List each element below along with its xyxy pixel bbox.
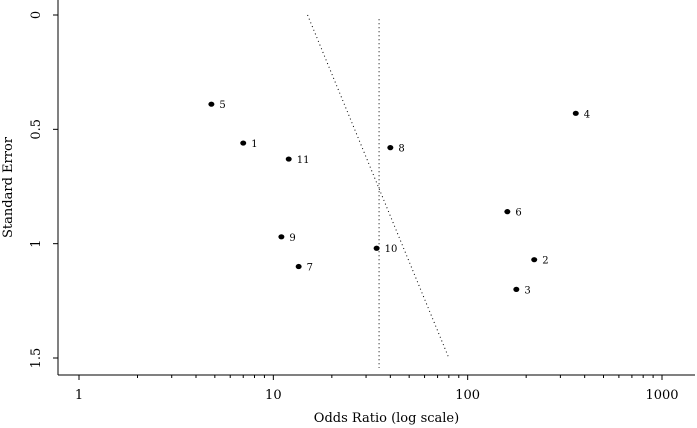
y-axis-title: Standard Error [1, 136, 16, 238]
data-point [240, 140, 247, 146]
x-ticks: 1 10 100 1000 [75, 375, 679, 403]
data-point [285, 156, 292, 162]
x-tick-label: 100 [455, 388, 480, 403]
y-ticks: 0 0.5 1 1.5 [29, 11, 58, 368]
data-point-label: 2 [542, 256, 548, 267]
data-point [504, 209, 511, 215]
data-point-label: 6 [515, 208, 521, 219]
data-point-label: 9 [289, 233, 295, 244]
data-point-label: 8 [398, 144, 404, 155]
reference-lines [307, 14, 450, 368]
x-axis-title: Odds Ratio (log scale) [314, 411, 459, 426]
y-tick-label: 0.5 [29, 119, 44, 140]
reference-line-diagonal [307, 14, 450, 359]
y-tick-label: 0 [29, 11, 44, 19]
data-point [387, 145, 394, 151]
data-point [295, 263, 302, 270]
data-point-label: 10 [385, 244, 398, 255]
data-point [373, 245, 380, 251]
data-point-label: 7 [307, 263, 313, 274]
x-tick-label: 10 [265, 388, 282, 403]
data-point [208, 101, 215, 107]
x-tick-label: 1 [75, 388, 83, 403]
data-point-label: 4 [584, 109, 590, 120]
data-point-label: 5 [219, 100, 225, 111]
data-point-label: 11 [297, 155, 310, 166]
data-point [513, 286, 520, 292]
data-point-label: 1 [251, 139, 257, 150]
data-points: 1 2 3 4 5 6 7 8 9 10 11 [208, 100, 590, 296]
y-tick-label: 1.5 [29, 348, 44, 369]
data-point-label: 3 [524, 285, 530, 296]
data-point [278, 234, 285, 240]
data-point [572, 110, 579, 116]
axes [57, 0, 695, 376]
y-tick-label: 1 [29, 240, 44, 248]
data-point [531, 257, 538, 263]
x-tick-label: 1000 [645, 388, 678, 403]
